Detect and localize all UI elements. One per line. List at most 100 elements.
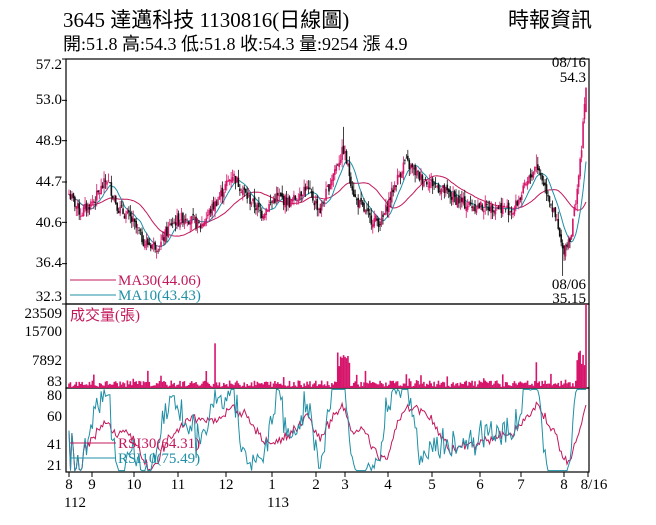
volume-bar <box>415 380 418 388</box>
candle-body <box>388 199 390 213</box>
candle-body <box>493 211 495 213</box>
volume-bar <box>186 385 189 388</box>
candle-body <box>567 239 570 248</box>
volume-bar <box>426 383 428 388</box>
candle-body <box>119 206 121 214</box>
volume-bar <box>277 382 279 388</box>
volume-bar <box>177 384 180 388</box>
volume-bar <box>241 385 244 388</box>
volume-bar <box>320 380 323 388</box>
volume-bar <box>109 383 111 388</box>
volume-bar <box>107 384 110 388</box>
candle-body <box>447 188 450 193</box>
candle-body <box>370 215 373 225</box>
volume-bar <box>421 383 424 388</box>
candle-body <box>237 177 240 187</box>
volume-bar <box>493 383 495 388</box>
candle-body <box>166 226 168 236</box>
volume-bar <box>482 378 485 388</box>
x-tick-label: 4 <box>384 477 392 493</box>
candle-body <box>331 179 333 186</box>
low-date-annotation: 08/06 <box>552 277 587 293</box>
volume-bar <box>466 385 469 388</box>
candle-body <box>547 194 549 197</box>
candle-body <box>185 218 187 220</box>
volume-bar <box>485 381 488 388</box>
volume-bar <box>155 383 158 388</box>
volume-bar <box>504 382 507 388</box>
volume-bar <box>307 384 310 388</box>
candle-body <box>494 209 497 215</box>
candle-body <box>352 189 355 197</box>
volume-bar <box>272 383 275 388</box>
volume-bar <box>582 354 584 388</box>
volume-bar <box>352 382 355 388</box>
volume-bar <box>455 383 457 388</box>
volume-bar <box>338 366 340 388</box>
candle-body <box>269 202 272 203</box>
candle-body <box>177 213 180 225</box>
candle-body <box>244 188 247 193</box>
candle-body <box>117 210 120 214</box>
candle-body <box>149 244 152 249</box>
candle-body <box>412 167 415 170</box>
volume-bar <box>319 384 321 388</box>
candle-body <box>491 205 494 212</box>
candle-body <box>76 203 79 209</box>
volume-bar <box>260 383 263 388</box>
volume-bar <box>519 381 522 388</box>
candle-body <box>355 199 358 201</box>
volume-bar <box>393 383 396 388</box>
volume-bar <box>176 384 178 388</box>
candle-body <box>313 202 316 206</box>
candle-body <box>450 196 453 200</box>
candle-body <box>304 186 307 191</box>
volume-bar <box>380 382 383 388</box>
candle-body <box>110 182 113 196</box>
candle-body <box>572 218 574 237</box>
volume-bar <box>120 384 123 388</box>
volume-bar <box>145 381 148 388</box>
volume-bar <box>357 384 359 388</box>
volume-bar <box>446 376 449 388</box>
volume-bar <box>215 382 218 388</box>
volume-bar <box>180 386 183 388</box>
candle-body <box>307 187 310 189</box>
candle-body <box>268 204 270 212</box>
volume-bar <box>501 374 504 388</box>
candle-body <box>174 222 177 226</box>
volume-bar <box>144 382 146 388</box>
candle-body <box>215 201 218 207</box>
candle-body <box>243 187 246 190</box>
volume-bar <box>431 386 434 388</box>
candle-body <box>167 226 170 238</box>
candle-body <box>123 215 126 219</box>
candle-body <box>109 182 111 184</box>
volume-bar <box>506 382 508 388</box>
candle-body <box>481 204 484 211</box>
candle-body <box>569 238 571 243</box>
volume-bar <box>126 380 129 388</box>
volume-bar <box>167 386 170 388</box>
candle-body <box>582 121 584 148</box>
volume-label: 成交量(張) <box>70 306 140 324</box>
volume-bar <box>545 383 548 388</box>
volume-bar <box>371 381 374 388</box>
volume-bar <box>472 385 475 388</box>
candle-body <box>512 212 514 215</box>
candle-body <box>81 215 83 216</box>
candle-body <box>557 218 560 229</box>
candle-body <box>480 202 482 206</box>
candle-body <box>247 195 250 197</box>
candle-body <box>509 211 511 213</box>
candle-body <box>344 151 346 153</box>
candle-body <box>383 213 386 215</box>
candle-body <box>570 234 573 240</box>
candle-body <box>113 197 116 201</box>
volume-bar <box>211 386 213 388</box>
candle-body <box>258 202 260 208</box>
volume-bar <box>576 360 579 388</box>
candle-body <box>129 212 132 217</box>
candle-body <box>465 206 468 212</box>
volume-bar <box>174 386 177 388</box>
